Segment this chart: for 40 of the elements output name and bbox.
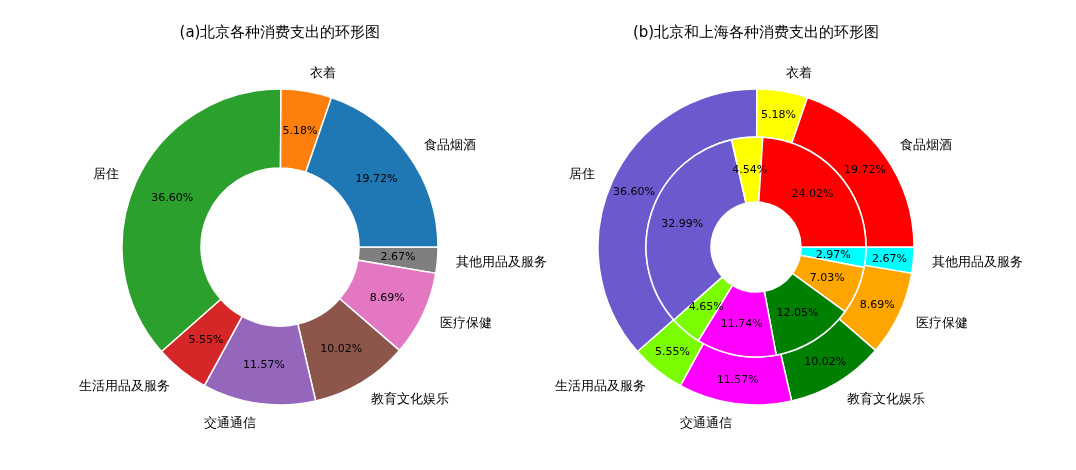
slice-label: 其他用品及服务: [456, 254, 548, 270]
chart-title: (a)北京各种消费支出的环形图: [179, 23, 381, 41]
data-label: 19.72%: [355, 171, 398, 185]
data-label: 8.69%: [859, 297, 895, 311]
slice-label: 教育文化娱乐: [847, 391, 926, 407]
slice-label: 医疗保健: [440, 315, 493, 330]
data-label: 10.02%: [320, 342, 363, 355]
data-label: 2.67%: [872, 251, 908, 265]
data-label: 5.55%: [654, 345, 690, 359]
slice-label: 衣着: [309, 65, 336, 81]
slice-label: 交通通信: [204, 414, 256, 430]
slice-label: 居住: [568, 166, 595, 182]
slice-label: 其他用品及服务: [932, 254, 1024, 270]
data-label: 5.55%: [188, 333, 224, 347]
data-label: 11.74%: [720, 316, 763, 330]
data-label: 2.67%: [380, 250, 416, 264]
slice-label: 医疗保健: [916, 315, 969, 330]
data-label: 36.60%: [613, 184, 656, 198]
data-label: 10.02%: [804, 355, 847, 369]
data-label: 36.60%: [151, 191, 194, 205]
data-label: 8.69%: [369, 291, 405, 305]
slice-label: 衣着: [785, 65, 812, 81]
data-label: 11.57%: [716, 373, 759, 387]
slice-label: 居住: [92, 166, 119, 182]
data-label: 19.72%: [844, 162, 887, 176]
slice-label: 教育文化娱乐: [371, 391, 450, 407]
slice-label: 生活用品及服务: [78, 377, 170, 393]
data-label: 24.02%: [791, 187, 834, 201]
slice-label: 生活用品及服务: [554, 377, 646, 393]
data-label: 32.99%: [661, 216, 704, 230]
slice-label: 食品烟酒: [424, 136, 477, 152]
slice-label: 食品烟酒: [900, 136, 953, 152]
chart-title: (b)北京和上海各种消费支出的环形图: [632, 23, 880, 41]
data-label: 5.18%: [761, 108, 797, 122]
data-label: 7.03%: [809, 271, 845, 285]
data-label: 11.57%: [242, 357, 285, 371]
data-label: 2.97%: [815, 247, 851, 261]
data-label: 5.18%: [282, 123, 318, 137]
slice-label: 交通通信: [680, 414, 732, 430]
data-label: 12.05%: [776, 306, 819, 319]
